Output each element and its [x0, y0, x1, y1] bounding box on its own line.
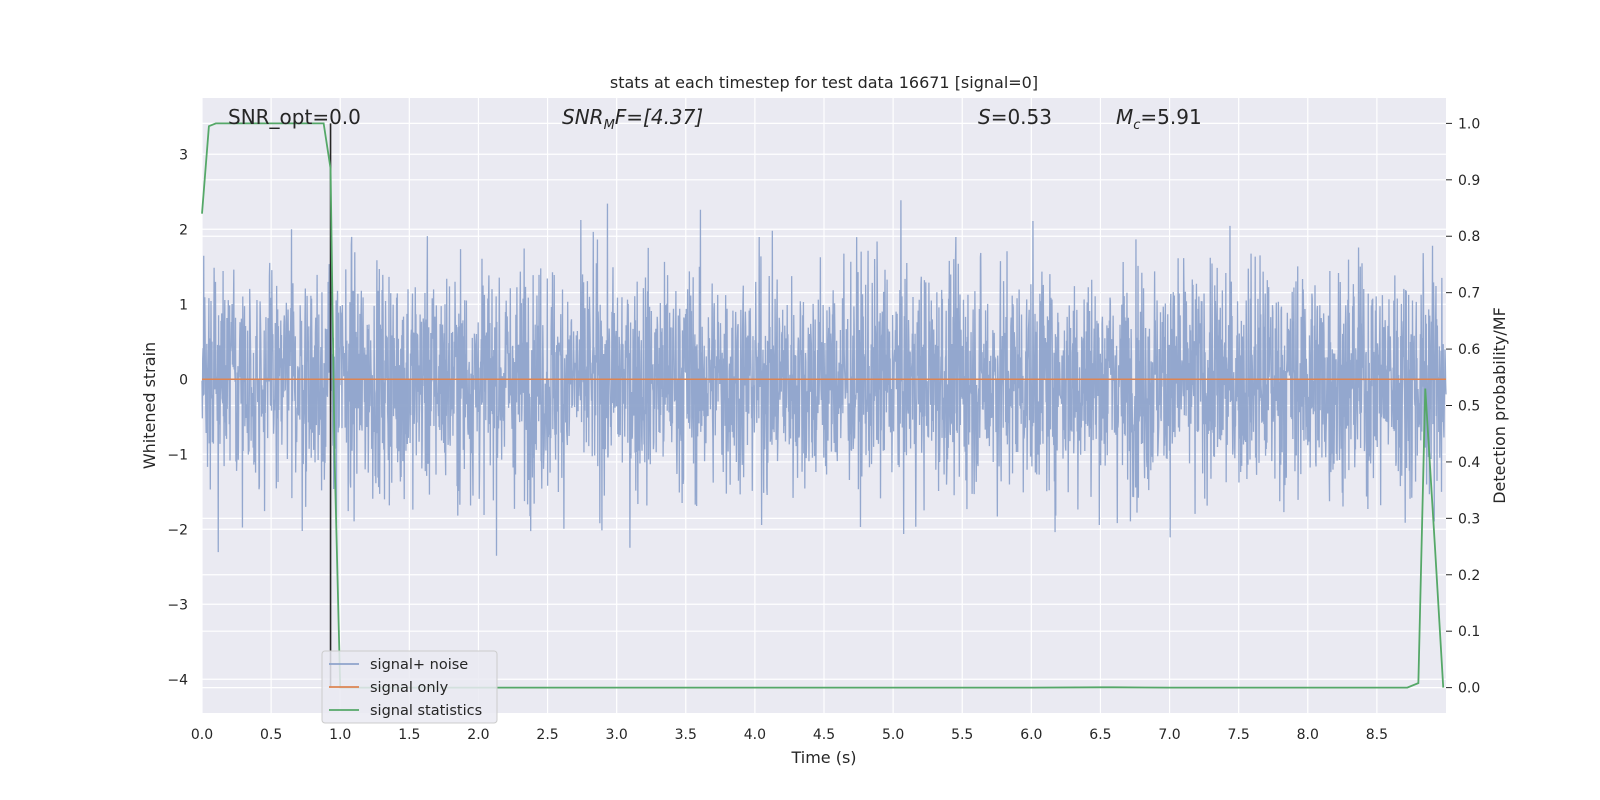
x-tick-label: 0.0 — [191, 727, 213, 743]
x-tick-label: 3.5 — [675, 727, 697, 743]
y-tick-label-right: 0.0 — [1458, 681, 1480, 697]
y-tick-label-right: 0.5 — [1458, 399, 1480, 415]
y-tick-label-left: −1 — [167, 447, 188, 463]
legend-label-stats: signal statistics — [370, 703, 482, 719]
y-tick-label-left: −4 — [167, 672, 188, 688]
y-tick-label-right: 0.2 — [1458, 568, 1480, 584]
y-tick-label-right: 0.4 — [1458, 455, 1480, 471]
y-tick-label-left: 3 — [179, 147, 188, 163]
x-tick-label: 8.5 — [1366, 727, 1388, 743]
x-tick-label: 1.5 — [398, 727, 420, 743]
x-tick-label: 7.0 — [1158, 727, 1180, 743]
y-tick-label-right: 1.0 — [1458, 116, 1480, 132]
y-tick-label-left: −2 — [167, 522, 188, 538]
series-layer — [201, 122, 1447, 689]
x-tick-label: 7.5 — [1228, 727, 1250, 743]
x-axis-label: Time (s) — [790, 748, 856, 767]
snr-mf-sub: M — [604, 118, 615, 133]
y-tick-label-left: 1 — [179, 297, 188, 313]
x-tick-label: 2.5 — [536, 727, 558, 743]
x-tick-label: 6.5 — [1089, 727, 1111, 743]
legend: signal+ noise signal only signal statist… — [321, 650, 498, 724]
x-tick-label: 1.0 — [329, 727, 351, 743]
y-tick-label-right: 0.3 — [1458, 511, 1480, 527]
x-tick-label: 0.5 — [260, 727, 282, 743]
legend-box — [321, 650, 498, 724]
y-tick-label-left: −3 — [167, 597, 188, 613]
x-tick-label: 5.5 — [951, 727, 973, 743]
snr-mf-rest: F=[4.37] — [615, 105, 703, 129]
chart-title: stats at each timestep for test data 166… — [610, 73, 1038, 92]
x-tick-label: 2.0 — [467, 727, 489, 743]
y-tick-label-right: 0.9 — [1458, 173, 1480, 189]
annotation-snr-opt: SNR_opt=0.0 — [228, 105, 361, 129]
y-tick-label-right: 0.1 — [1458, 624, 1480, 640]
x-tick-label: 3.0 — [606, 727, 628, 743]
annotation-mc: Mc=5.91 — [1116, 105, 1202, 133]
series-signal-statistics — [201, 122, 1445, 689]
x-tick-label: 5.0 — [882, 727, 904, 743]
legend-label-signal: signal only — [370, 680, 449, 696]
y-tick-label-right: 0.7 — [1458, 286, 1480, 302]
x-tick-label: 4.5 — [813, 727, 835, 743]
mc-sub: c — [1133, 118, 1140, 133]
y-tick-label-right: 0.8 — [1458, 229, 1480, 245]
annotation-s: S=0.53 — [978, 105, 1052, 129]
s-var: S — [978, 105, 991, 129]
s-rest: =0.53 — [991, 105, 1052, 129]
mc-var: M — [1116, 105, 1133, 129]
annotation-snr-mf: SNRMF=[4.37] — [562, 105, 703, 133]
legend-label-noise: signal+ noise — [370, 657, 468, 673]
y-axis-label-right: Detection probability/MF — [1490, 307, 1509, 504]
y-axis-label-left: Whitened strain — [140, 342, 159, 469]
snr-mf-base: SNR — [562, 105, 604, 129]
ticks: 0.0 0.5 1.0 1.5 2.0 2.5 3.0 3.5 4.0 4.5 5.0 5.5 6.0 6… — [167, 116, 1480, 743]
mc-rest: =5.91 — [1140, 105, 1201, 129]
y-tick-label-left: 0 — [179, 372, 188, 388]
y-tick-label-left: 2 — [179, 222, 188, 238]
x-tick-label: 6.0 — [1020, 727, 1042, 743]
y-tick-label-right: 0.6 — [1458, 342, 1480, 358]
x-tick-label: 4.0 — [744, 727, 766, 743]
series-signal-noise — [201, 200, 1447, 556]
x-tick-label: 8.0 — [1297, 727, 1319, 743]
